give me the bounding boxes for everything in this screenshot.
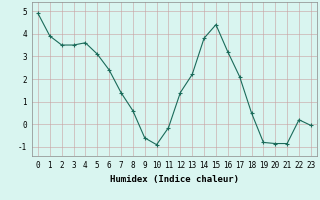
X-axis label: Humidex (Indice chaleur): Humidex (Indice chaleur) (110, 175, 239, 184)
